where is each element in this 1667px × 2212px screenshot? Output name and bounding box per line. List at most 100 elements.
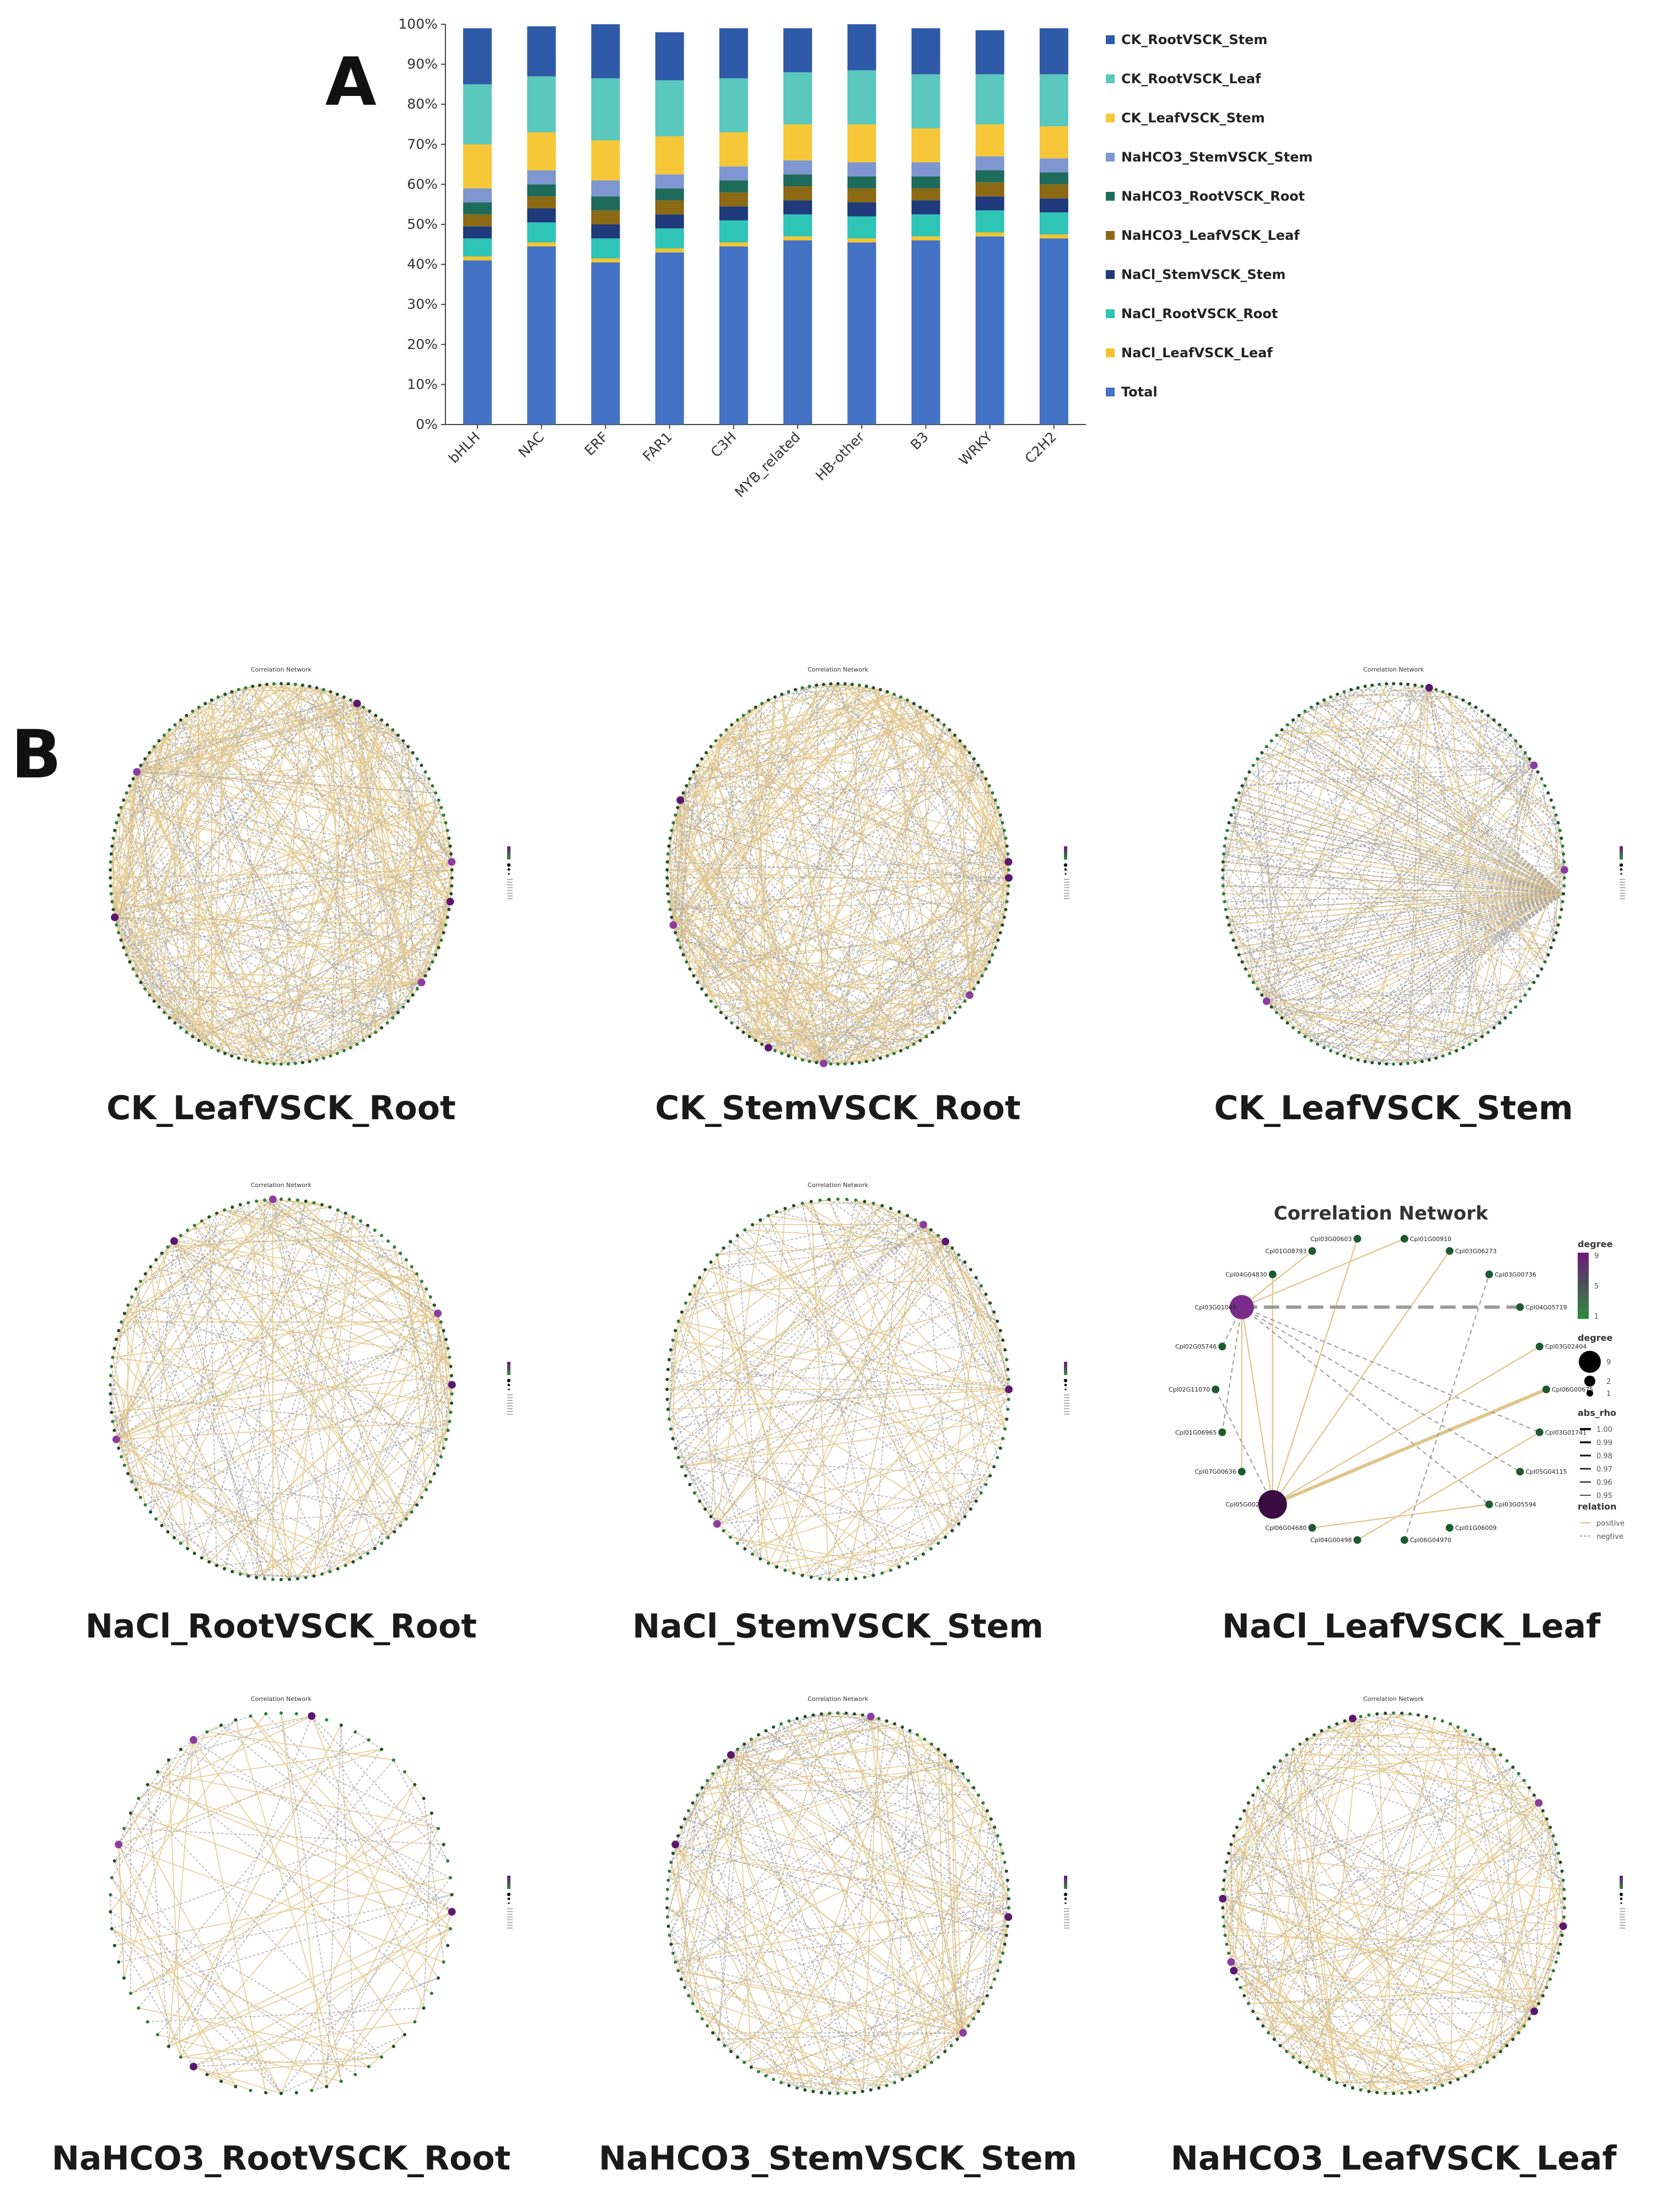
network-node — [109, 1392, 112, 1396]
network-node — [1509, 733, 1513, 737]
network-node — [315, 686, 319, 690]
edge-negative — [114, 917, 296, 1064]
network-node — [665, 860, 669, 864]
network-node — [1349, 1056, 1353, 1060]
network-node — [246, 1201, 250, 1205]
edge-negative — [1317, 703, 1564, 894]
network-node — [152, 999, 156, 1003]
network-node — [766, 1214, 770, 1217]
edge-positive — [1357, 687, 1565, 871]
network-node — [223, 1208, 227, 1212]
edge-negative — [110, 1894, 112, 1929]
network-node — [349, 1046, 353, 1050]
edge-positive — [837, 683, 975, 760]
edge-negative — [193, 1739, 453, 1913]
edge-negative — [1344, 1773, 1519, 2086]
edge-negative — [129, 684, 267, 963]
edge-negative — [1247, 1749, 1294, 2004]
network-node — [295, 1198, 299, 1202]
edge-positive — [1385, 1744, 1488, 2093]
network-node — [446, 1859, 450, 1863]
edge-negative — [1330, 696, 1554, 808]
edge-positive — [823, 683, 838, 1064]
network-node — [115, 923, 119, 927]
network-node — [1004, 836, 1008, 840]
network-node — [152, 745, 156, 749]
network-node — [157, 1005, 161, 1009]
edge-negative — [211, 939, 442, 1048]
edge-positive — [118, 1749, 382, 1845]
edge-positive — [678, 1215, 908, 1322]
edge-negative — [724, 1760, 911, 2076]
network-node — [1545, 1817, 1548, 1821]
edge-positive — [669, 1871, 964, 2033]
edge-negative — [680, 800, 687, 962]
network-node — [437, 946, 440, 949]
bar-segment — [911, 74, 940, 128]
edge-positive — [686, 785, 970, 996]
network-node — [110, 1927, 114, 1931]
edge-negative — [684, 1716, 872, 1988]
edge-positive — [1240, 1987, 1451, 2084]
network-node — [312, 1201, 316, 1205]
network-node — [845, 1577, 849, 1581]
hub-node — [115, 1840, 123, 1849]
edge-negative — [730, 1754, 863, 2092]
network-node — [1002, 829, 1006, 833]
legend-size-dot — [508, 1902, 510, 1904]
node-label: Cpl01G00910 — [1410, 1236, 1451, 1243]
network-node — [963, 1260, 967, 1264]
edge-positive — [915, 1492, 982, 1560]
edge-positive — [668, 853, 895, 1054]
network-node — [287, 682, 290, 686]
edge-positive — [345, 1297, 431, 1566]
network-node — [1492, 1747, 1496, 1751]
legend-degree-colorbar — [1620, 846, 1623, 860]
bar-segment — [911, 240, 940, 425]
node-label: Cpl04G04830 — [1225, 1271, 1267, 1278]
bar-segment — [975, 156, 1004, 170]
network-node — [424, 1287, 428, 1291]
hub-node — [190, 2063, 197, 2071]
edge-positive — [991, 1908, 1009, 1988]
legend-abs-rho-title: abs_rho — [1578, 1408, 1616, 1418]
legend-swatch — [1106, 270, 1115, 279]
edge-negative — [1299, 687, 1358, 716]
bar-segment — [463, 28, 492, 84]
network-node — [1278, 1759, 1282, 1763]
network-node — [863, 1200, 867, 1204]
legend-size-dot — [507, 863, 511, 867]
network-node — [109, 1893, 112, 1897]
bar-segment — [847, 202, 876, 217]
network-node — [111, 1355, 115, 1359]
edge-positive — [1352, 1718, 1481, 1740]
bar-segment — [1039, 198, 1068, 213]
legend-degree-colorbar — [507, 846, 510, 860]
edge-positive — [1273, 1767, 1514, 2040]
hub-node — [965, 991, 974, 999]
network-node — [335, 1051, 339, 1055]
edge-positive — [781, 1727, 903, 2083]
edge-negative — [1266, 982, 1534, 1002]
edge-negative — [311, 2086, 327, 2091]
network-node — [1509, 1011, 1513, 1014]
network-node — [1562, 1897, 1566, 1900]
network-node — [1308, 1524, 1316, 1532]
network-node — [1335, 1722, 1339, 1726]
edge-positive — [699, 1277, 857, 1579]
network-caption: CK_LeafVSCK_Stem — [1214, 1089, 1573, 1128]
edge-negative — [681, 1224, 924, 1467]
edge-positive — [923, 1224, 991, 1303]
edge-negative — [688, 1995, 798, 2088]
edge-positive — [192, 982, 422, 1037]
network-node — [775, 1210, 778, 1214]
edge-positive — [1298, 715, 1564, 894]
network-node — [403, 2033, 407, 2037]
network-node — [325, 1718, 329, 1722]
hub-node — [308, 1712, 316, 1720]
network-node — [984, 1483, 988, 1486]
network-node — [122, 1827, 126, 1830]
edge-positive — [110, 877, 422, 983]
network-node — [937, 718, 940, 722]
edge-negative — [1407, 686, 1423, 1064]
